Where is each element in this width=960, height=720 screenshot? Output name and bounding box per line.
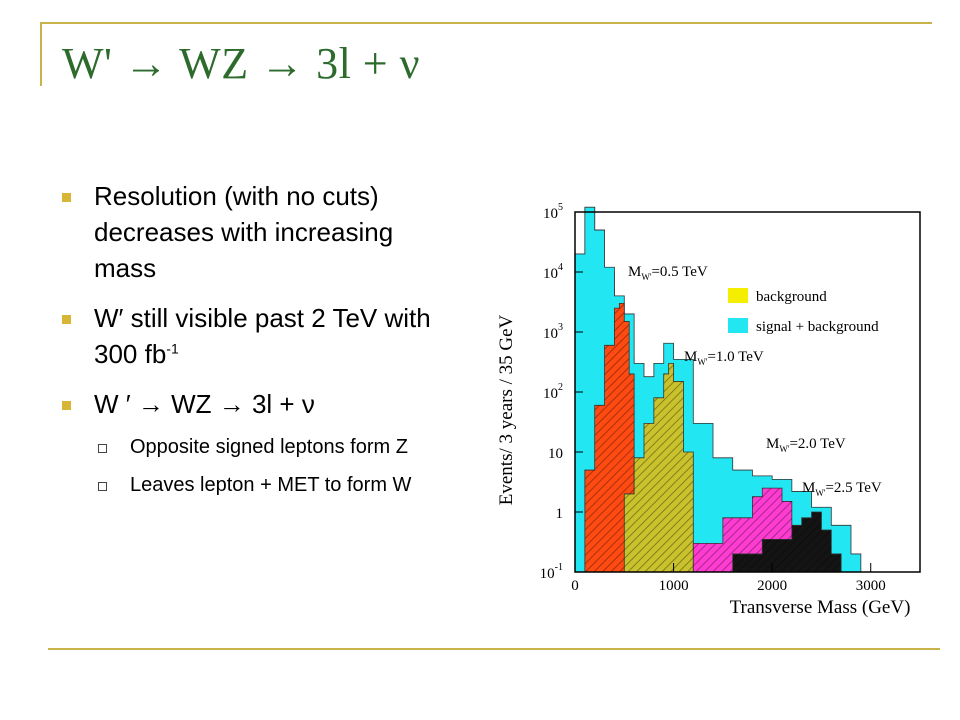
bullet-superscript: -1 — [166, 340, 179, 357]
annotation-mw-2p0: MW'=2.0 TeV — [766, 436, 846, 454]
y-tick-label: 104 — [543, 262, 563, 282]
bullet-text: W′ still visible past 2 TeV with 300 fb — [94, 303, 431, 369]
bullet-item: Resolution (with no cuts) decreases with… — [62, 178, 462, 286]
bullet-text: Resolution (with no cuts) decreases with… — [94, 181, 394, 283]
y-tick-label: 10-1 — [540, 562, 563, 582]
mass-annotations: MW'=0.5 TeV MW'=1.0 TeV MW'=2.0 TeV MW'=… — [628, 264, 882, 498]
legend-label: background — [756, 289, 827, 305]
y-tick-label: 1 — [556, 506, 564, 522]
frame-top-rule — [40, 22, 932, 24]
sub-bullet-item: Leaves lepton + MET to form W — [62, 470, 462, 500]
x-tick-label: 1000 — [659, 578, 689, 594]
signal-0p5-tev-area — [575, 302, 635, 573]
slide-title: W' → WZ → 3l + ν — [62, 39, 421, 88]
frame-left-rule — [40, 22, 42, 86]
frame-bottom-rule — [48, 648, 940, 650]
y-tick-label: 103 — [543, 322, 563, 342]
y-axis-label: Events/ 3 years / 35 GeV — [496, 314, 517, 505]
sub-bullet-item: Opposite signed leptons form Z — [62, 432, 462, 462]
y-tick-label: 105 — [543, 202, 563, 222]
legend-swatch-background — [728, 288, 748, 303]
legend-label: signal + background — [756, 319, 879, 335]
square-bullet-icon — [62, 193, 71, 202]
bullet-list: Resolution (with no cuts) decreases with… — [62, 178, 462, 508]
x-tick-label: 0 — [571, 578, 579, 594]
hollow-square-bullet-icon — [98, 482, 107, 491]
bullet-text: W ′ → WZ → 3l + ν — [94, 389, 315, 419]
legend-swatch-signal — [728, 318, 748, 333]
x-tick-label: 2000 — [757, 578, 787, 594]
sub-bullet-text: Leaves lepton + MET to form W — [130, 474, 412, 496]
legend: background signal + background — [728, 288, 879, 335]
annotation-mw-0p5: MW'=0.5 TeV — [628, 264, 708, 282]
bullet-item: W′ still visible past 2 TeV with 300 fb-… — [62, 300, 462, 372]
annotation-mw-2p5: MW'=2.5 TeV — [802, 480, 882, 498]
square-bullet-icon — [62, 315, 71, 324]
sub-bullet-list: Opposite signed leptons form Z Leaves le… — [62, 432, 462, 500]
x-axis-ticks: 0 1000 2000 3000 — [571, 563, 886, 594]
annotation-mw-1p0: MW'=1.0 TeV — [684, 349, 764, 367]
signal-1p0-tev-area — [614, 362, 694, 573]
plot-area — [574, 206, 862, 573]
x-axis-label: Transverse Mass (GeV) — [730, 597, 911, 618]
hollow-square-bullet-icon — [98, 444, 107, 453]
signal-2p5-tev-area — [703, 511, 842, 573]
bullet-item: W ′ → WZ → 3l + ν — [62, 386, 462, 422]
sub-bullet-text: Opposite signed leptons form Z — [130, 436, 408, 458]
y-tick-label: 10 — [548, 446, 563, 462]
square-bullet-icon — [62, 401, 71, 410]
y-tick-label: 102 — [543, 382, 563, 402]
x-tick-label: 3000 — [856, 578, 886, 594]
